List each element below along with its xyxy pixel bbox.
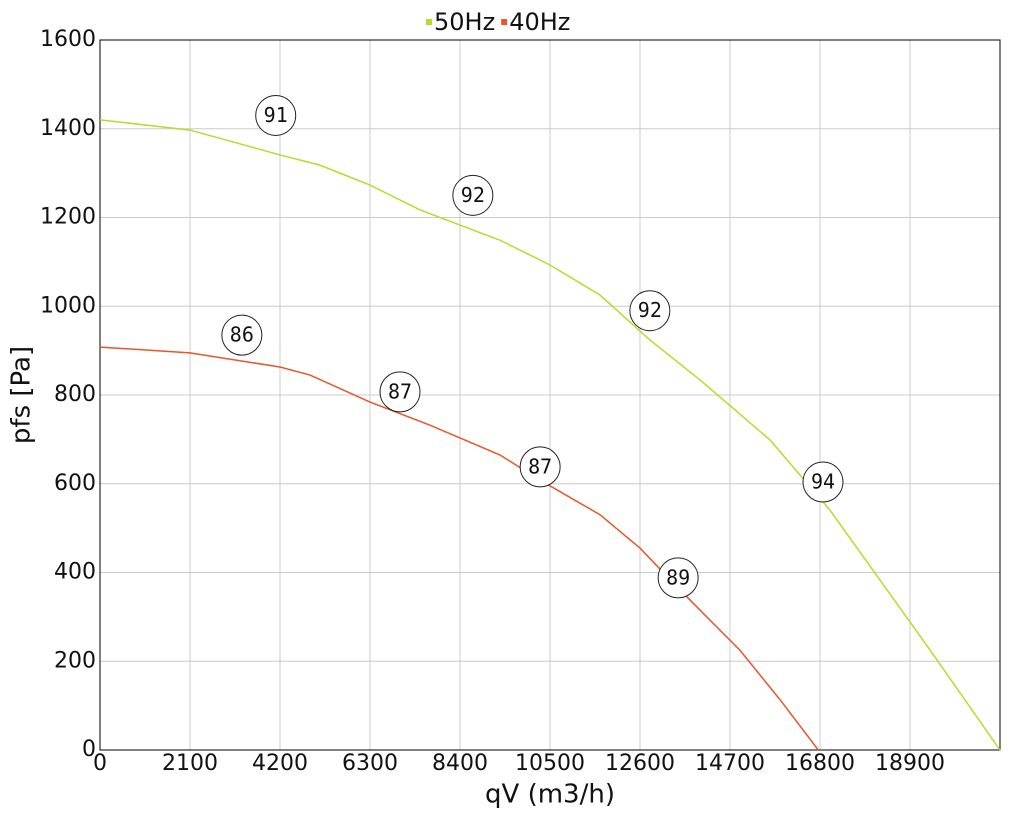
x-tick-label: 4200 bbox=[252, 751, 308, 776]
efficiency-text: 94 bbox=[811, 469, 835, 493]
efficiency-label: 87 bbox=[519, 446, 561, 488]
efficiency-text: 86 bbox=[230, 323, 254, 347]
efficiency-text: 92 bbox=[461, 183, 485, 207]
efficiency-label: 94 bbox=[802, 461, 844, 503]
plot-frame bbox=[99, 39, 1001, 751]
efficiency-marker bbox=[255, 94, 297, 136]
efficiency-marker bbox=[519, 446, 561, 488]
x-tick-label: 8400 bbox=[432, 751, 488, 776]
efficiency-label: 89 bbox=[657, 557, 699, 599]
y-tick-label: 600 bbox=[54, 471, 96, 496]
y-tick-label: 0 bbox=[82, 737, 96, 762]
efficiency-text: 92 bbox=[638, 298, 662, 322]
efficiency-marker bbox=[452, 174, 494, 216]
y-tick-label: 1400 bbox=[40, 116, 96, 141]
y-tick-label: 200 bbox=[54, 648, 96, 673]
efficiency-marker bbox=[221, 314, 263, 356]
efficiency-label: 92 bbox=[629, 290, 671, 332]
efficiency-label: 87 bbox=[379, 371, 421, 413]
x-tick-label: 12600 bbox=[605, 751, 675, 776]
efficiency-marker bbox=[657, 557, 699, 599]
legend-swatch bbox=[426, 19, 432, 25]
x-tick-label: 2100 bbox=[162, 751, 218, 776]
efficiency-marker bbox=[379, 371, 421, 413]
x-tick-label: 0 bbox=[93, 751, 107, 776]
efficiency-marker bbox=[802, 461, 844, 503]
efficiency-text: 91 bbox=[264, 103, 288, 127]
x-axis-label: qV (m3/h) bbox=[485, 780, 615, 810]
x-tick-label: 10500 bbox=[515, 751, 585, 776]
legend-label: 50Hz bbox=[434, 8, 495, 36]
x-tick-label: 14700 bbox=[695, 751, 765, 776]
efficiency-marker bbox=[629, 290, 671, 332]
efficiency-label: 91 bbox=[255, 94, 297, 136]
efficiency-text: 87 bbox=[388, 379, 412, 403]
y-tick-label: 1000 bbox=[40, 293, 96, 318]
efficiency-label: 92 bbox=[452, 174, 494, 216]
legend-swatch bbox=[501, 19, 508, 25]
y-tick-label: 400 bbox=[54, 560, 96, 585]
efficiency-text: 89 bbox=[666, 565, 690, 589]
efficiency-label: 86 bbox=[221, 314, 263, 356]
x-tick-label: 18900 bbox=[875, 751, 945, 776]
y-axis-label: pfs [Pa] bbox=[7, 346, 37, 444]
legend: 50Hz 40Hz bbox=[426, 8, 570, 36]
y-tick-label: 800 bbox=[54, 382, 96, 407]
legend-label: 40Hz bbox=[509, 8, 570, 36]
x-tick-label: 6300 bbox=[342, 751, 398, 776]
line bbox=[99, 119, 1001, 751]
efficiency-text: 87 bbox=[528, 454, 552, 478]
x-tick-label: 16800 bbox=[785, 751, 855, 776]
y-tick-label: 1600 bbox=[40, 27, 96, 52]
y-tick-label: 1200 bbox=[40, 205, 96, 230]
line bbox=[99, 346, 819, 751]
